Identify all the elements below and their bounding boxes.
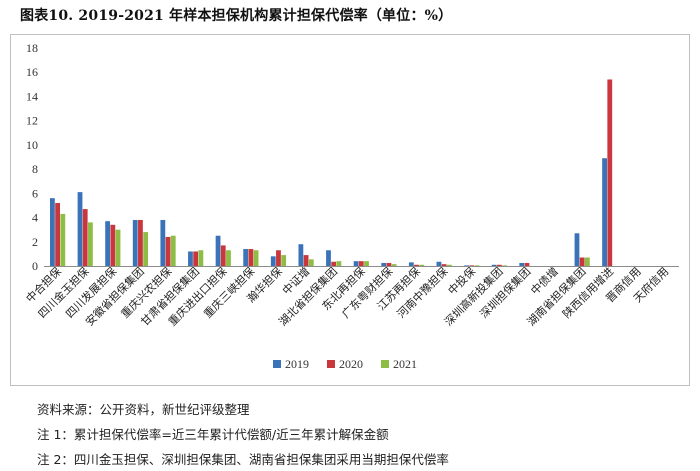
bar-2020-15 bbox=[469, 265, 475, 266]
bar-2020-1 bbox=[82, 209, 88, 266]
bar-2019-14 bbox=[436, 261, 442, 266]
bars bbox=[50, 79, 613, 266]
bar-2020-17 bbox=[524, 262, 530, 266]
bar-2021-5 bbox=[198, 250, 204, 266]
bar-2020-6 bbox=[220, 245, 226, 266]
bar-2019-17 bbox=[519, 262, 525, 266]
bar-2021-16 bbox=[502, 265, 507, 266]
bar-2020-16 bbox=[496, 264, 502, 266]
bar-2020-3 bbox=[138, 219, 143, 266]
bar-2019-15 bbox=[464, 265, 469, 266]
bar-2020-14 bbox=[441, 264, 447, 266]
bar-2020-13 bbox=[414, 264, 419, 266]
y-tick-label: 4 bbox=[32, 211, 38, 225]
bar-2020-5 bbox=[193, 251, 199, 266]
y-tick-label: 16 bbox=[26, 65, 38, 79]
legend-swatch-2021 bbox=[381, 360, 389, 368]
bar-2021-6 bbox=[226, 250, 231, 266]
bar-2021-4 bbox=[170, 235, 176, 266]
bar-2020-7 bbox=[248, 249, 254, 266]
bar-2020-11 bbox=[358, 261, 364, 266]
bar-2019-0 bbox=[50, 198, 55, 266]
note-2: 注 2：四川金玉担保、深圳担保集团、湖南省担保集团采用当期担保代偿率 bbox=[37, 452, 449, 467]
bar-2021-2 bbox=[115, 229, 121, 266]
bar-2019-5 bbox=[188, 251, 193, 266]
bar-2021-14 bbox=[446, 264, 452, 266]
bar-2021-12 bbox=[391, 264, 397, 266]
bar-2019-11 bbox=[353, 261, 359, 266]
bar-2020-10 bbox=[331, 261, 337, 266]
y-tick-label: 0 bbox=[32, 259, 38, 273]
bar-2020-4 bbox=[165, 236, 171, 266]
bar-2021-15 bbox=[474, 265, 480, 266]
source-note: 资料来源：公开资料，新世纪评级整理 bbox=[37, 402, 250, 417]
bar-2019-13 bbox=[408, 262, 414, 266]
y-tick-label: 2 bbox=[32, 235, 38, 249]
bar-2020-20 bbox=[607, 79, 613, 266]
y-tick-label: 14 bbox=[26, 89, 38, 103]
bar-2019-16 bbox=[491, 264, 497, 266]
bar-2021-1 bbox=[88, 222, 93, 266]
bar-2020-2 bbox=[110, 224, 116, 266]
bar-2020-9 bbox=[303, 255, 309, 266]
y-tick-label: 18 bbox=[26, 41, 38, 55]
bar-2019-2 bbox=[105, 221, 111, 266]
y-tick-label: 10 bbox=[26, 138, 38, 152]
bar-2021-10 bbox=[336, 261, 342, 266]
legend-swatch-2020 bbox=[327, 360, 335, 368]
bar-2021-19 bbox=[584, 257, 590, 266]
bar-2019-6 bbox=[215, 235, 221, 266]
bar-2021-8 bbox=[281, 255, 287, 266]
bar-2019-8 bbox=[270, 256, 276, 266]
legend-label: 2019 bbox=[285, 357, 309, 371]
bar-2020-12 bbox=[386, 262, 392, 266]
bar-chart: 0 2 4 6 8 10 12 14 16 18 中合担保四川金玉担保四川发展担保安徽省担保集团重… bbox=[23, 41, 679, 371]
bar-2019-9 bbox=[298, 244, 304, 266]
chart-frame: 0 2 4 6 8 10 12 14 16 18 中合担保 四川金玉担保 四川发展担保 安徽省担保集团重… bbox=[10, 34, 690, 386]
bar-2019-4 bbox=[160, 219, 166, 266]
bar-2021-9 bbox=[308, 259, 314, 266]
bar-2021-11 bbox=[364, 261, 369, 266]
bar-2021-0 bbox=[60, 213, 66, 266]
bar-2021-3 bbox=[143, 232, 149, 266]
bar-2020-8 bbox=[276, 250, 281, 266]
y-tick-label: 6 bbox=[32, 186, 38, 200]
bar-2019-10 bbox=[326, 250, 331, 266]
bar-2020-19 bbox=[579, 257, 585, 266]
bar-2019-12 bbox=[381, 262, 387, 266]
bar-2019-3 bbox=[132, 219, 138, 266]
y-tick-label: 8 bbox=[32, 162, 38, 176]
y-axis-ticks: 0 2 4 6 8 10 12 14 16 18 bbox=[26, 41, 38, 273]
bar-2019-20 bbox=[602, 158, 607, 266]
chart-title: 图表10. 2019-2021 年样本担保机构累计担保代偿率（单位：%） bbox=[20, 8, 453, 24]
bar-2021-7 bbox=[253, 250, 259, 266]
bar-2019-1 bbox=[77, 192, 83, 266]
bar-2019-19 bbox=[574, 233, 580, 266]
bar-2019-7 bbox=[243, 249, 249, 266]
bar-2021-13 bbox=[419, 264, 425, 266]
x-axis-labels: 中合担保四川金玉担保四川发展担保安徽省担保集团重庆兴农担保甘肃省担保集团重庆进出… bbox=[23, 264, 671, 328]
legend-label: 2021 bbox=[393, 357, 417, 371]
legend-swatch-2019 bbox=[273, 360, 281, 368]
bar-2020-0 bbox=[55, 203, 60, 266]
legend-label: 2020 bbox=[339, 357, 363, 371]
legend: 2019 2020 2021 bbox=[273, 357, 417, 371]
note-1: 注 1：累计担保代偿率=近三年累计代偿额/近三年累计解保金额 bbox=[37, 427, 389, 442]
y-tick-label: 12 bbox=[26, 114, 38, 128]
